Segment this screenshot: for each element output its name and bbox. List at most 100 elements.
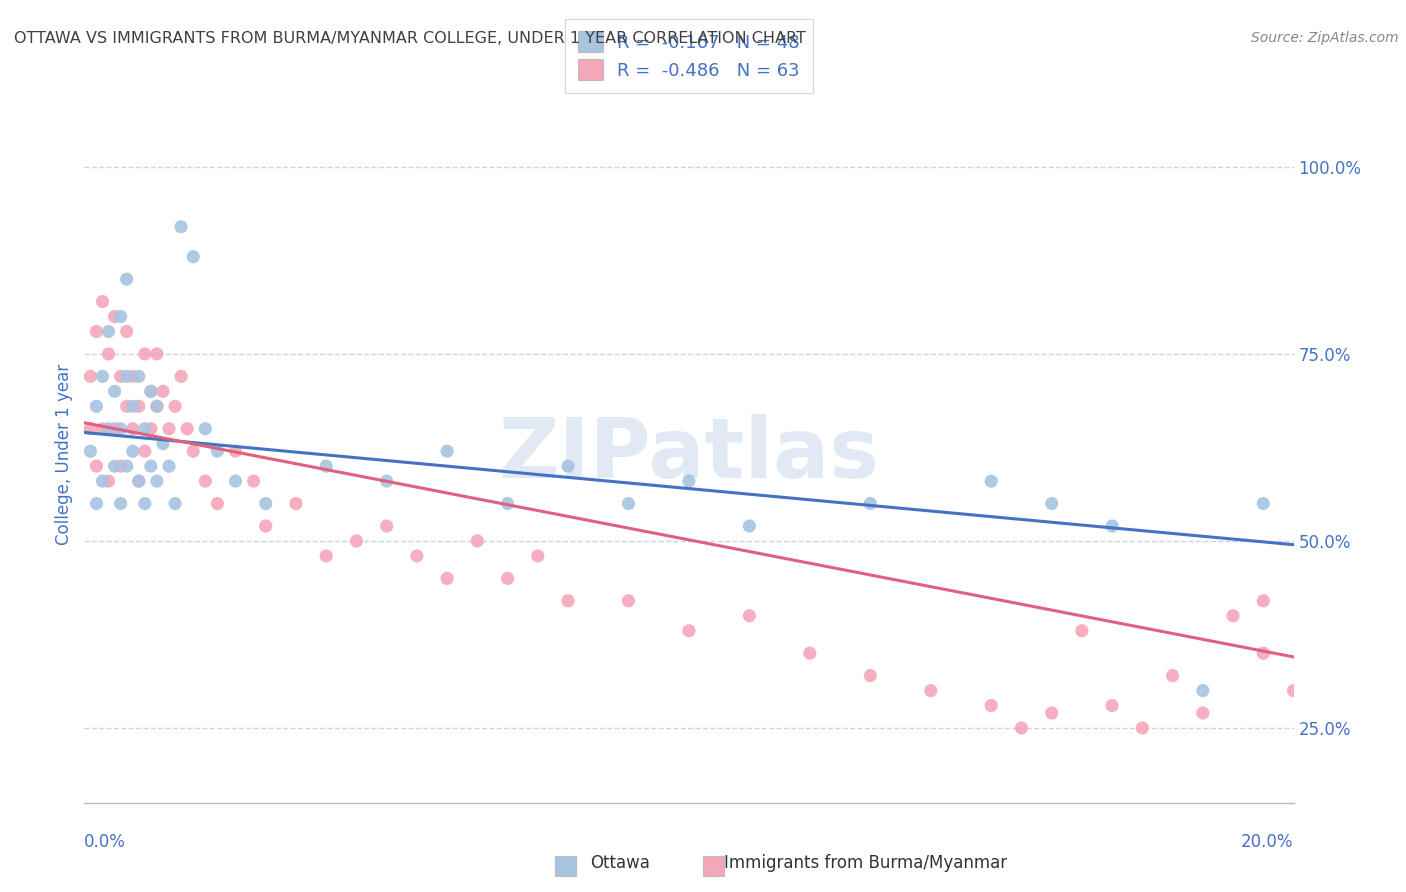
Bar — [555, 856, 576, 876]
Point — [315, 549, 337, 563]
Point — [375, 474, 398, 488]
Point — [91, 422, 114, 436]
Point — [207, 444, 229, 458]
Point — [225, 444, 247, 458]
Point — [254, 497, 277, 511]
Point — [146, 347, 169, 361]
Point — [79, 422, 101, 436]
Point — [617, 497, 640, 511]
Point — [1282, 683, 1305, 698]
Point — [115, 369, 138, 384]
Point — [920, 683, 942, 698]
Point — [134, 444, 156, 458]
Point — [285, 497, 308, 511]
Point — [496, 571, 519, 585]
Point — [139, 384, 162, 399]
Point — [557, 594, 579, 608]
Point — [436, 571, 458, 585]
Point — [176, 422, 198, 436]
Point — [97, 325, 120, 339]
Point — [980, 698, 1002, 713]
Point — [91, 474, 114, 488]
Point — [121, 422, 143, 436]
Point — [128, 474, 150, 488]
Text: Ottawa: Ottawa — [591, 855, 651, 872]
Point — [86, 325, 108, 339]
Text: OTTAWA VS IMMIGRANTS FROM BURMA/MYANMAR COLLEGE, UNDER 1 YEAR CORRELATION CHART: OTTAWA VS IMMIGRANTS FROM BURMA/MYANMAR … — [14, 31, 806, 46]
Point — [86, 459, 108, 474]
Point — [110, 369, 132, 384]
Point — [110, 310, 132, 324]
Point — [115, 399, 138, 413]
Point — [152, 436, 174, 450]
Point — [406, 549, 429, 563]
Point — [79, 444, 101, 458]
Point — [110, 422, 132, 436]
Text: Immigrants from Burma/Myanmar: Immigrants from Burma/Myanmar — [724, 855, 1007, 872]
Point — [146, 399, 169, 413]
Point — [91, 369, 114, 384]
Text: Source: ZipAtlas.com: Source: ZipAtlas.com — [1251, 31, 1399, 45]
Point — [170, 369, 193, 384]
Point — [859, 497, 882, 511]
Point — [1192, 706, 1215, 720]
Point — [139, 422, 162, 436]
Point — [207, 497, 229, 511]
Point — [91, 294, 114, 309]
Point — [1161, 668, 1184, 682]
Point — [134, 347, 156, 361]
Point — [1253, 497, 1275, 511]
Legend: R =  -0.167   N = 48, R =  -0.486   N = 63: R = -0.167 N = 48, R = -0.486 N = 63 — [565, 19, 813, 93]
Point — [128, 399, 150, 413]
Point — [146, 399, 169, 413]
Point — [557, 459, 579, 474]
Point — [194, 422, 217, 436]
Point — [436, 444, 458, 458]
Point — [157, 459, 180, 474]
Point — [225, 474, 247, 488]
Point — [194, 474, 217, 488]
Point — [799, 646, 821, 660]
Point — [86, 497, 108, 511]
Point — [170, 219, 193, 234]
Point — [467, 533, 489, 548]
Point — [104, 310, 127, 324]
Point — [128, 369, 150, 384]
Point — [1071, 624, 1094, 638]
Point — [738, 608, 761, 623]
Point — [1040, 706, 1063, 720]
Point — [115, 272, 138, 286]
Point — [157, 422, 180, 436]
Point — [139, 459, 162, 474]
Point — [1130, 721, 1153, 735]
Point — [678, 624, 700, 638]
Point — [496, 497, 519, 511]
Point — [110, 459, 132, 474]
Point — [104, 459, 127, 474]
Point — [315, 459, 337, 474]
Point — [146, 474, 169, 488]
Point — [104, 384, 127, 399]
Point — [375, 519, 398, 533]
Point — [1040, 497, 1063, 511]
Point — [128, 474, 150, 488]
Point — [181, 250, 204, 264]
Point — [738, 519, 761, 533]
Point — [242, 474, 264, 488]
Point — [104, 422, 127, 436]
Point — [121, 444, 143, 458]
Point — [97, 347, 120, 361]
Point — [134, 422, 156, 436]
Point — [1253, 594, 1275, 608]
Point — [617, 594, 640, 608]
Point — [678, 474, 700, 488]
Point — [527, 549, 550, 563]
Point — [115, 325, 138, 339]
Point — [115, 459, 138, 474]
Point — [1101, 698, 1123, 713]
Point — [254, 519, 277, 533]
Point — [1222, 608, 1244, 623]
Point — [121, 399, 143, 413]
Point — [346, 533, 368, 548]
Point — [97, 422, 120, 436]
